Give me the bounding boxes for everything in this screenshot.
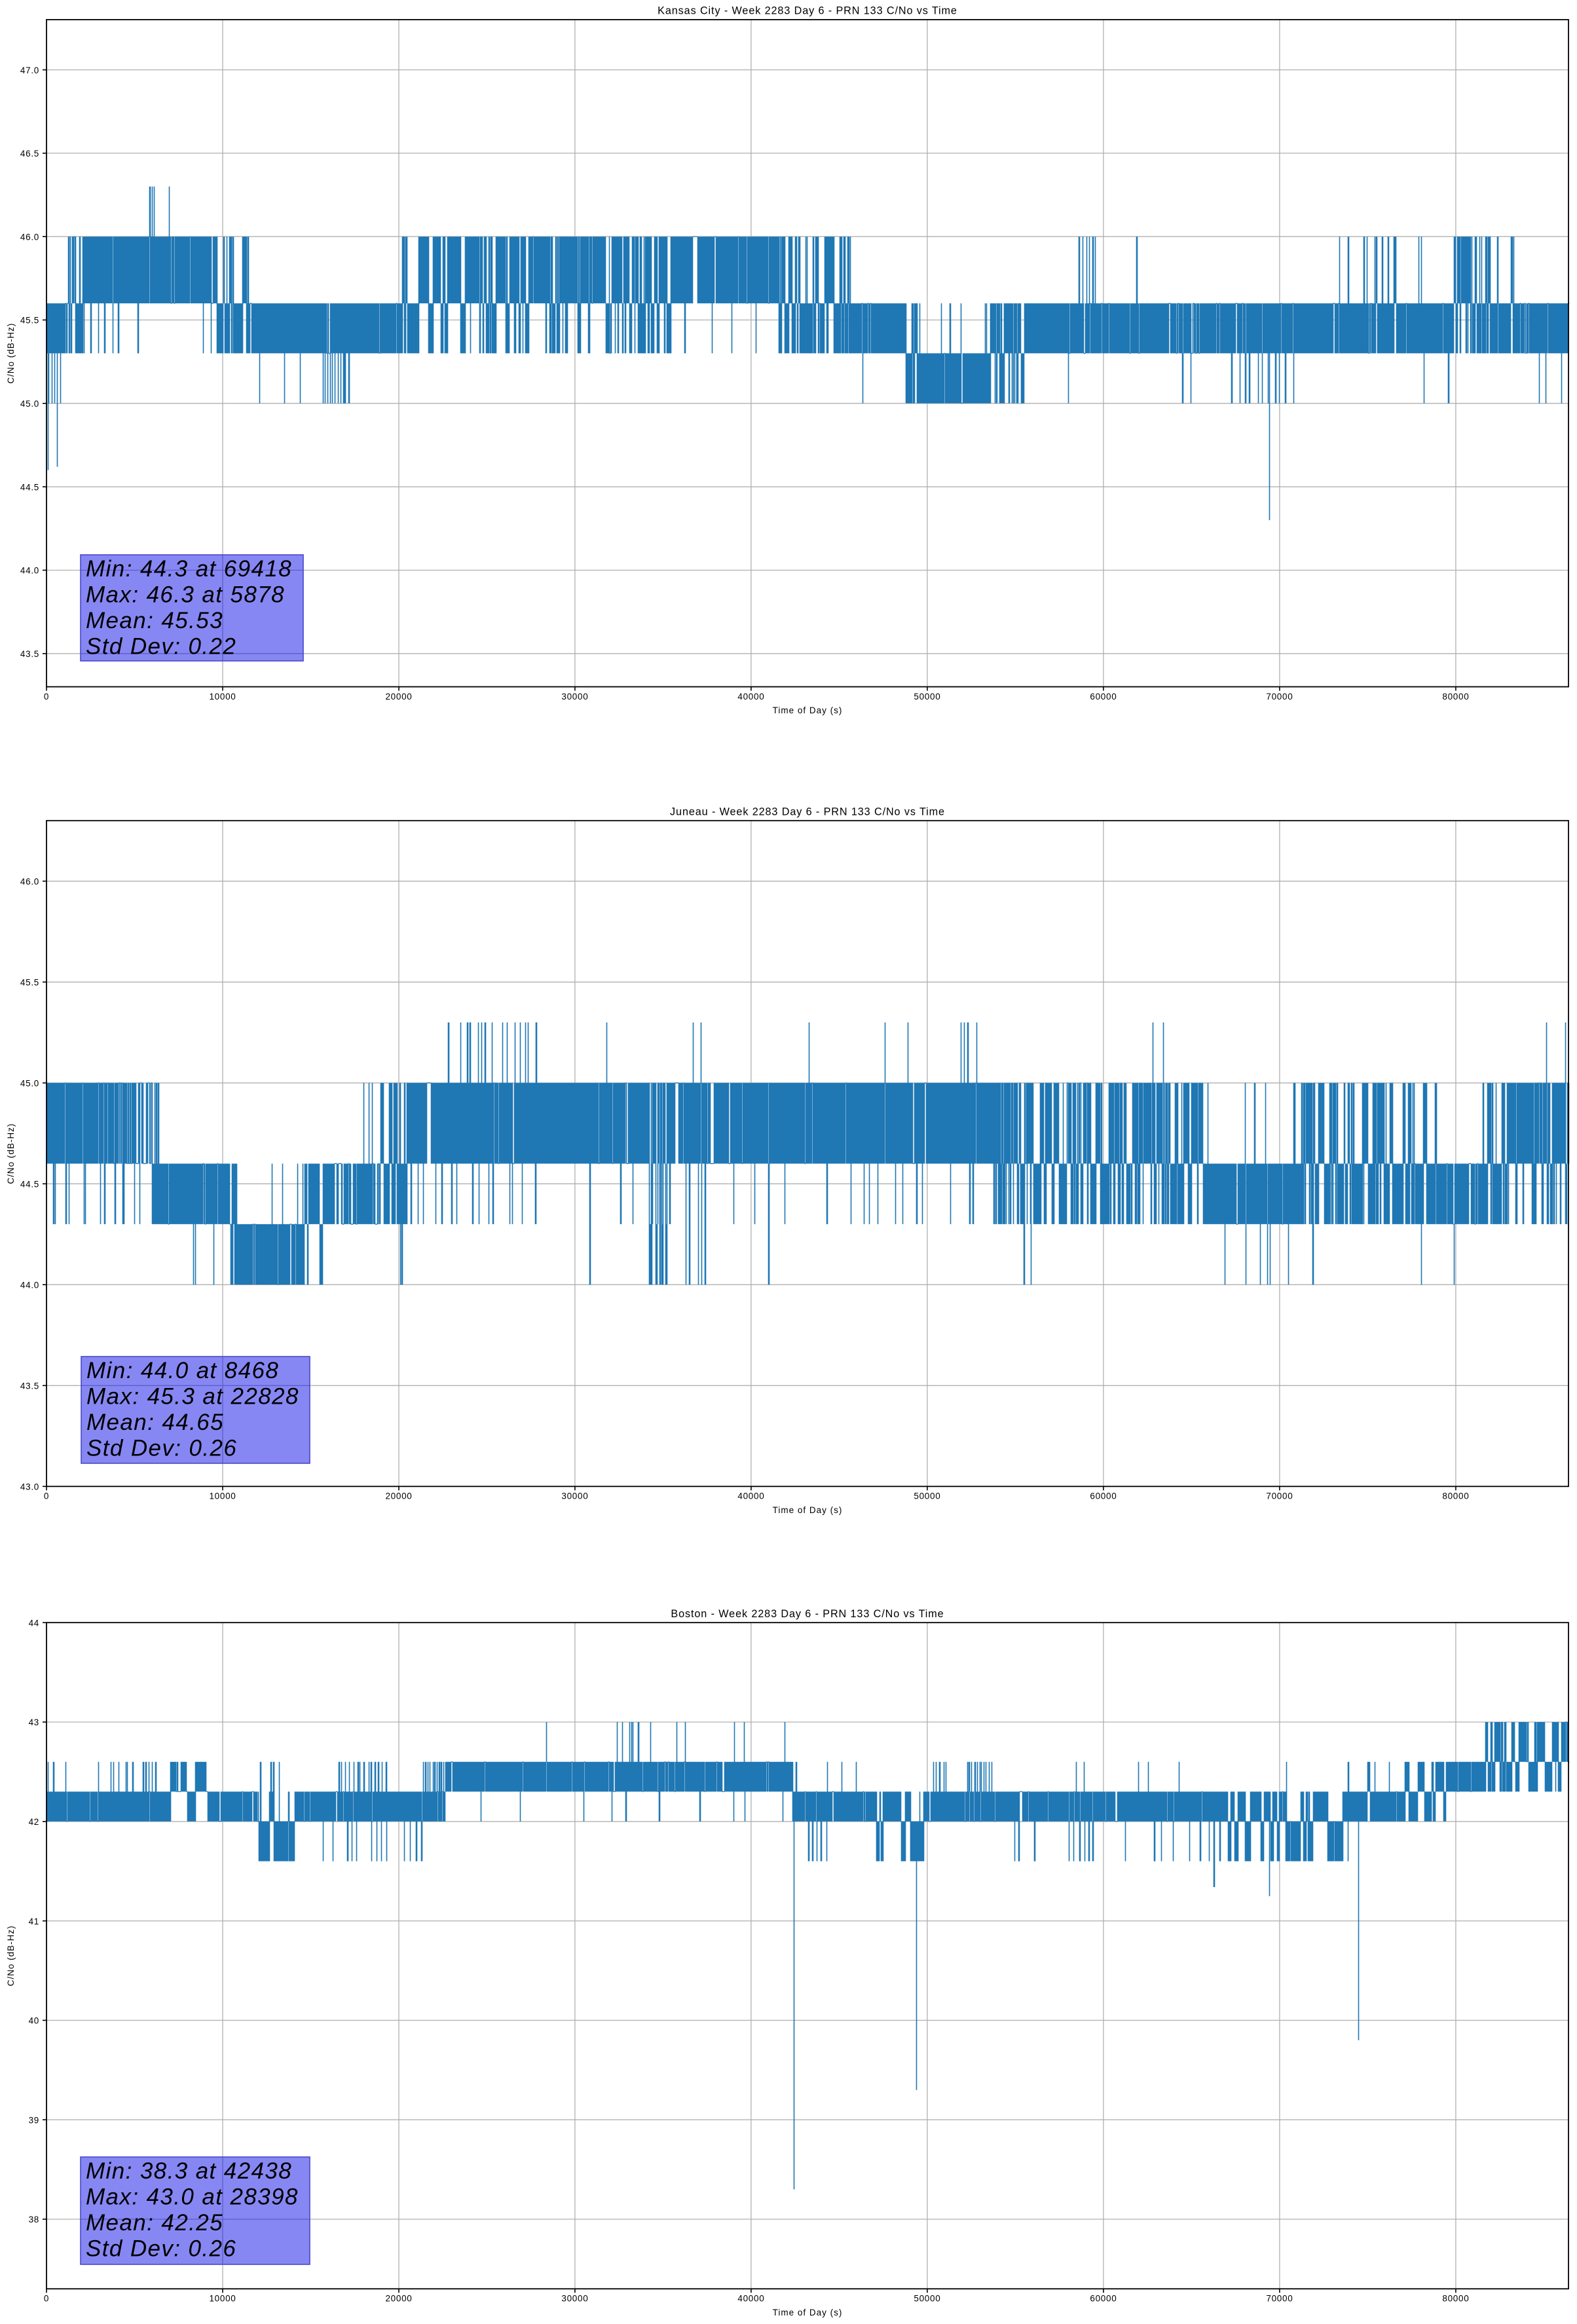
- svg-text:45.5: 45.5: [20, 978, 39, 988]
- svg-text:Mean: 42.25: Mean: 42.25: [86, 2210, 223, 2236]
- svg-text:46.0: 46.0: [20, 877, 39, 887]
- svg-text:Max: 45.3 at 22828: Max: 45.3 at 22828: [86, 1384, 299, 1410]
- svg-text:Kansas City - Week 2283 Day 6: Kansas City - Week 2283 Day 6 - PRN 133 …: [658, 5, 957, 17]
- svg-text:20000: 20000: [385, 1491, 412, 1501]
- svg-text:Std Dev: 0.22: Std Dev: 0.22: [86, 634, 236, 660]
- svg-text:10000: 10000: [209, 2294, 236, 2304]
- svg-text:50000: 50000: [914, 2294, 940, 2304]
- svg-text:C/No (dB-Hz): C/No (dB-Hz): [6, 1925, 16, 1986]
- svg-text:46.5: 46.5: [20, 149, 39, 159]
- svg-text:39: 39: [29, 2115, 39, 2125]
- svg-text:43: 43: [29, 1717, 39, 1727]
- svg-text:0: 0: [44, 1491, 49, 1501]
- svg-text:70000: 70000: [1266, 2294, 1293, 2304]
- svg-text:40000: 40000: [737, 692, 764, 702]
- svg-text:80000: 80000: [1442, 1491, 1469, 1501]
- svg-text:Min: 38.3 at 42438: Min: 38.3 at 42438: [86, 2158, 292, 2184]
- svg-text:44.0: 44.0: [20, 1281, 39, 1290]
- svg-text:Std Dev: 0.26: Std Dev: 0.26: [86, 2236, 236, 2262]
- svg-text:Time of Day (s): Time of Day (s): [773, 1505, 843, 1515]
- svg-text:45.0: 45.0: [20, 1079, 39, 1089]
- svg-text:43.0: 43.0: [20, 1482, 39, 1492]
- svg-text:Mean: 44.65: Mean: 44.65: [86, 1410, 224, 1435]
- svg-text:80000: 80000: [1442, 692, 1469, 702]
- svg-text:Time of Day (s): Time of Day (s): [773, 2308, 843, 2317]
- svg-text:0: 0: [44, 692, 49, 702]
- svg-text:41: 41: [29, 1917, 39, 1926]
- svg-text:Max: 46.3 at 5878: Max: 46.3 at 5878: [86, 582, 285, 608]
- svg-text:C/No (dB-Hz): C/No (dB-Hz): [6, 323, 16, 384]
- svg-text:38: 38: [29, 2215, 39, 2224]
- svg-text:40000: 40000: [737, 2294, 764, 2304]
- svg-text:43.5: 43.5: [20, 1381, 39, 1391]
- svg-text:42: 42: [29, 1817, 39, 1827]
- svg-text:Mean: 45.53: Mean: 45.53: [86, 608, 223, 633]
- svg-text:Boston - Week 2283 Day 6 - PRN: Boston - Week 2283 Day 6 - PRN 133 C/No …: [671, 1608, 944, 1620]
- svg-text:50000: 50000: [914, 692, 940, 702]
- svg-text:70000: 70000: [1266, 1491, 1293, 1501]
- svg-text:44.0: 44.0: [20, 566, 39, 576]
- svg-text:20000: 20000: [385, 692, 412, 702]
- svg-text:45.5: 45.5: [20, 316, 39, 326]
- svg-text:45.0: 45.0: [20, 399, 39, 409]
- svg-text:30000: 30000: [561, 2294, 588, 2304]
- svg-text:20000: 20000: [385, 2294, 412, 2304]
- svg-text:50000: 50000: [914, 1491, 940, 1501]
- svg-text:43.5: 43.5: [20, 649, 39, 659]
- svg-text:Min: 44.0 at 8468: Min: 44.0 at 8468: [86, 1358, 279, 1383]
- svg-text:44.5: 44.5: [20, 482, 39, 492]
- svg-text:Time of Day (s): Time of Day (s): [773, 705, 843, 715]
- svg-text:10000: 10000: [209, 1491, 236, 1501]
- svg-text:30000: 30000: [561, 692, 588, 702]
- svg-text:0: 0: [44, 2294, 49, 2304]
- svg-text:60000: 60000: [1090, 1491, 1117, 1501]
- svg-text:60000: 60000: [1090, 692, 1117, 702]
- svg-text:46.0: 46.0: [20, 232, 39, 242]
- svg-text:Max: 43.0 at 28398: Max: 43.0 at 28398: [86, 2184, 299, 2210]
- svg-text:44: 44: [29, 1618, 39, 1628]
- svg-text:Min: 44.3 at 69418: Min: 44.3 at 69418: [86, 556, 292, 582]
- svg-text:30000: 30000: [561, 1491, 588, 1501]
- svg-text:Std Dev: 0.26: Std Dev: 0.26: [86, 1436, 237, 1461]
- svg-text:60000: 60000: [1090, 2294, 1117, 2304]
- svg-text:40: 40: [29, 2016, 39, 2026]
- svg-text:47.0: 47.0: [20, 66, 39, 75]
- svg-text:44.5: 44.5: [20, 1180, 39, 1190]
- svg-text:40000: 40000: [737, 1491, 764, 1501]
- svg-text:Juneau - Week 2283 Day 6 - PRN: Juneau - Week 2283 Day 6 - PRN 133 C/No …: [670, 806, 945, 818]
- svg-text:70000: 70000: [1266, 692, 1293, 702]
- svg-text:80000: 80000: [1442, 2294, 1469, 2304]
- svg-text:10000: 10000: [209, 692, 236, 702]
- svg-text:C/No (dB-Hz): C/No (dB-Hz): [6, 1123, 16, 1184]
